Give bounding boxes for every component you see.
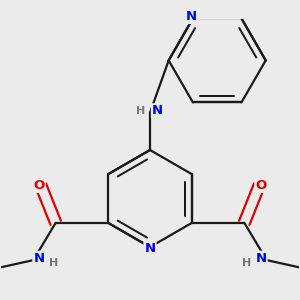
Text: N: N: [185, 10, 197, 23]
Text: H: H: [49, 258, 58, 268]
Text: O: O: [33, 179, 44, 192]
Text: H: H: [136, 106, 145, 116]
Text: N: N: [144, 242, 156, 255]
Text: N: N: [33, 252, 44, 265]
Text: N: N: [256, 252, 267, 265]
Text: N: N: [152, 104, 163, 117]
Text: O: O: [256, 179, 267, 192]
Text: H: H: [242, 258, 251, 268]
